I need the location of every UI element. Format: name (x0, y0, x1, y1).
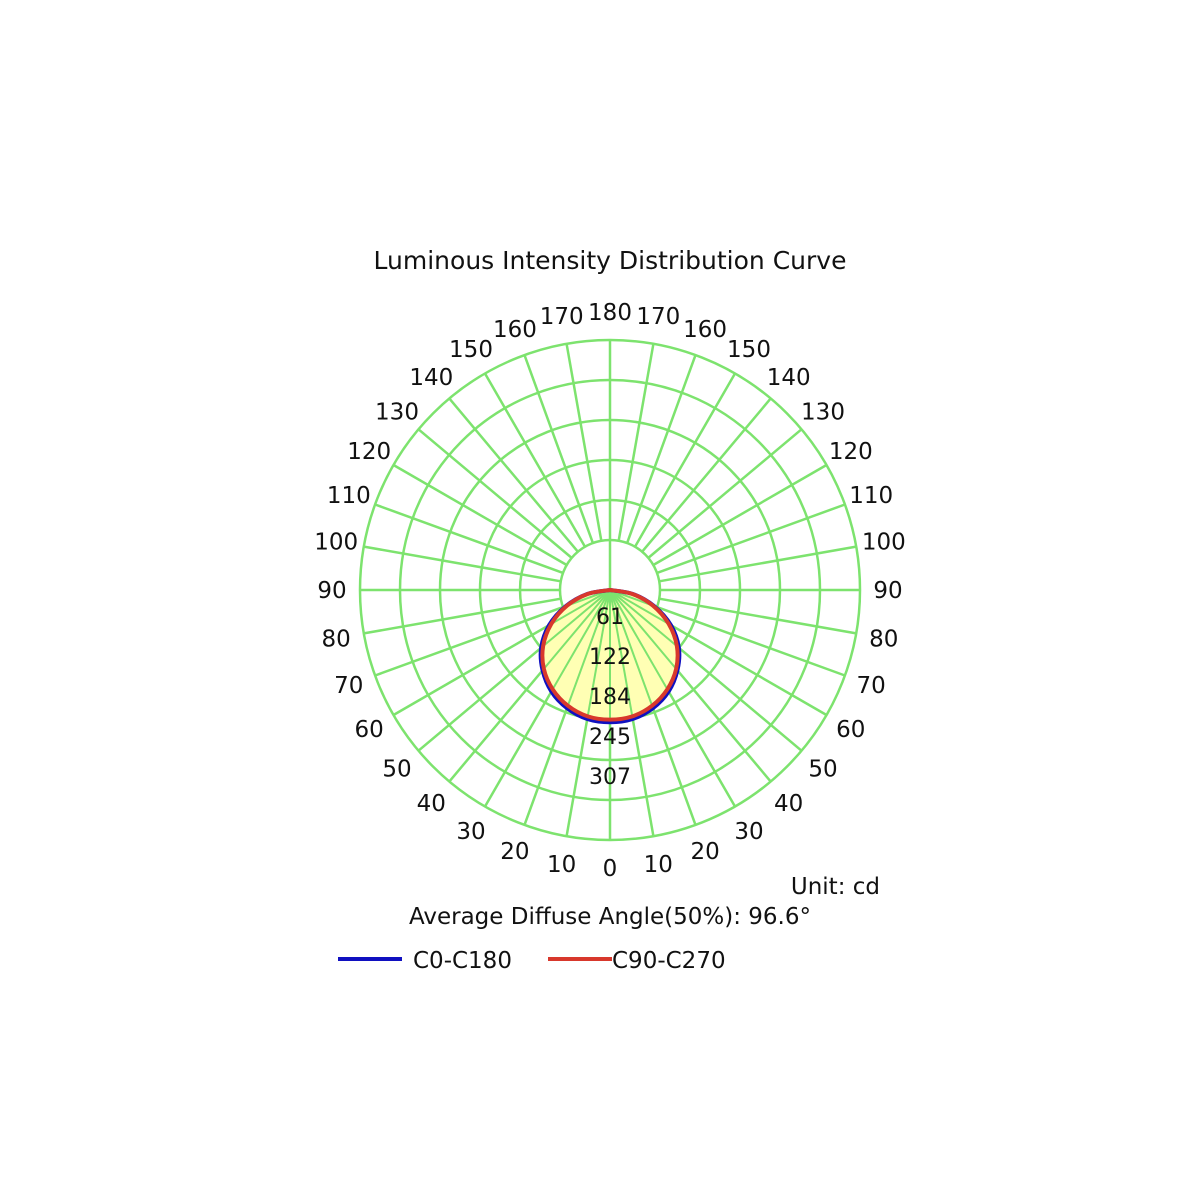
angle-label-left: 70 (334, 673, 363, 699)
grid-spoke (656, 503, 846, 575)
angle-label-left: 110 (327, 483, 371, 509)
angle-label-right: 110 (849, 483, 893, 509)
fill-spoke (609, 589, 680, 649)
angle-label-left: 180 (588, 300, 632, 326)
angle-label-left: 90 (317, 578, 346, 604)
angle-label-right: 90 (873, 578, 902, 604)
angle-label-left: 100 (314, 530, 358, 556)
radial-tick-labels: 61 122 184 245 307 (589, 605, 631, 790)
grid-spoke (647, 428, 803, 559)
fill-spoke (550, 589, 611, 693)
angle-label-right: 40 (774, 791, 803, 817)
angle-label-right: 170 (636, 304, 680, 330)
angle-label-left: 170 (540, 304, 584, 330)
grid-spoke (417, 428, 573, 559)
fill-spoke (609, 589, 672, 627)
angle-label-right: 30 (734, 819, 763, 845)
polar-grid (358, 338, 862, 842)
grid-spoke (641, 397, 772, 553)
grid-spoke (392, 463, 568, 567)
angle-label-left: 140 (409, 365, 453, 391)
angle-label-right: 100 (862, 530, 906, 556)
series-curve-c90-c270 (540, 587, 680, 722)
angle-label-left: 160 (493, 317, 537, 343)
grid-spoke (363, 597, 561, 635)
angle-label-left: 10 (547, 852, 576, 878)
grid-spoke (483, 372, 587, 548)
chart-title: Luminous Intensity Distribution Curve (374, 246, 847, 275)
grid-spoke (659, 545, 857, 583)
fill-spoke (586, 589, 611, 720)
angle-label-left: 120 (347, 439, 391, 465)
grid-spoke (392, 613, 568, 717)
grid-spoke (652, 613, 828, 717)
angle-label-left: 50 (382, 757, 411, 783)
legend: C0-C180 C90-C270 (338, 948, 726, 974)
angle-label-right: 10 (644, 852, 673, 878)
legend-label-c90: C90-C270 (612, 948, 726, 974)
grid-spoke (652, 463, 828, 567)
angle-label-right: 120 (829, 439, 873, 465)
angle-label-right: 80 (869, 626, 898, 652)
average-angle-label: Average Diffuse Angle(50%): 96.6° (409, 904, 811, 930)
fill-spoke (609, 589, 654, 709)
angle-label-right: 50 (808, 757, 837, 783)
grid-spoke (363, 545, 561, 583)
angle-label-right: 70 (857, 673, 886, 699)
angle-label-right: 20 (690, 839, 719, 865)
angle-label-left: 150 (449, 337, 493, 363)
grid-spoke (617, 343, 655, 541)
radial-tick-label: 184 (589, 685, 631, 710)
angle-label-left: 40 (417, 791, 446, 817)
angle-label-left: 30 (456, 819, 485, 845)
radial-tick-label: 245 (589, 725, 631, 750)
angle-label-right: 130 (801, 399, 845, 425)
angle-label-left: 60 (355, 717, 384, 743)
angle-label-right: 140 (767, 365, 811, 391)
angle-tick-labels: 0102030405060708090100110120130140150160… (314, 300, 906, 882)
grid-spoke (448, 397, 579, 553)
fill-spoke (540, 589, 611, 649)
angle-label-left: 80 (322, 626, 351, 652)
fill-spoke (609, 589, 634, 720)
legend-label-c0: C0-C180 (413, 948, 512, 974)
grid-spoke (565, 343, 603, 541)
angle-label-left: 20 (500, 839, 529, 865)
grid-spoke (659, 597, 857, 635)
angle-label-left: 130 (375, 399, 419, 425)
radial-tick-label: 307 (589, 765, 631, 790)
angle-label-right: 60 (836, 717, 865, 743)
radial-tick-label: 61 (596, 605, 624, 630)
angle-label-right: 160 (683, 317, 727, 343)
grid-spoke (374, 605, 564, 677)
radial-tick-label: 122 (589, 645, 631, 670)
grid-spoke (656, 605, 846, 677)
angle-label-right: 150 (727, 337, 771, 363)
grid-spoke (625, 354, 697, 544)
unit-label: Unit: cd (791, 874, 880, 900)
fill-spoke (609, 589, 679, 671)
fill-spoke (609, 589, 670, 693)
series-curves (538, 587, 682, 725)
fill-spoke (566, 589, 611, 709)
grid-spoke (523, 354, 595, 544)
fill-spoke (548, 589, 611, 627)
grid-spoke (633, 372, 737, 548)
grid-spoke (374, 503, 564, 575)
angle-label-left: 0 (603, 856, 618, 882)
fill-spoke (541, 589, 611, 671)
